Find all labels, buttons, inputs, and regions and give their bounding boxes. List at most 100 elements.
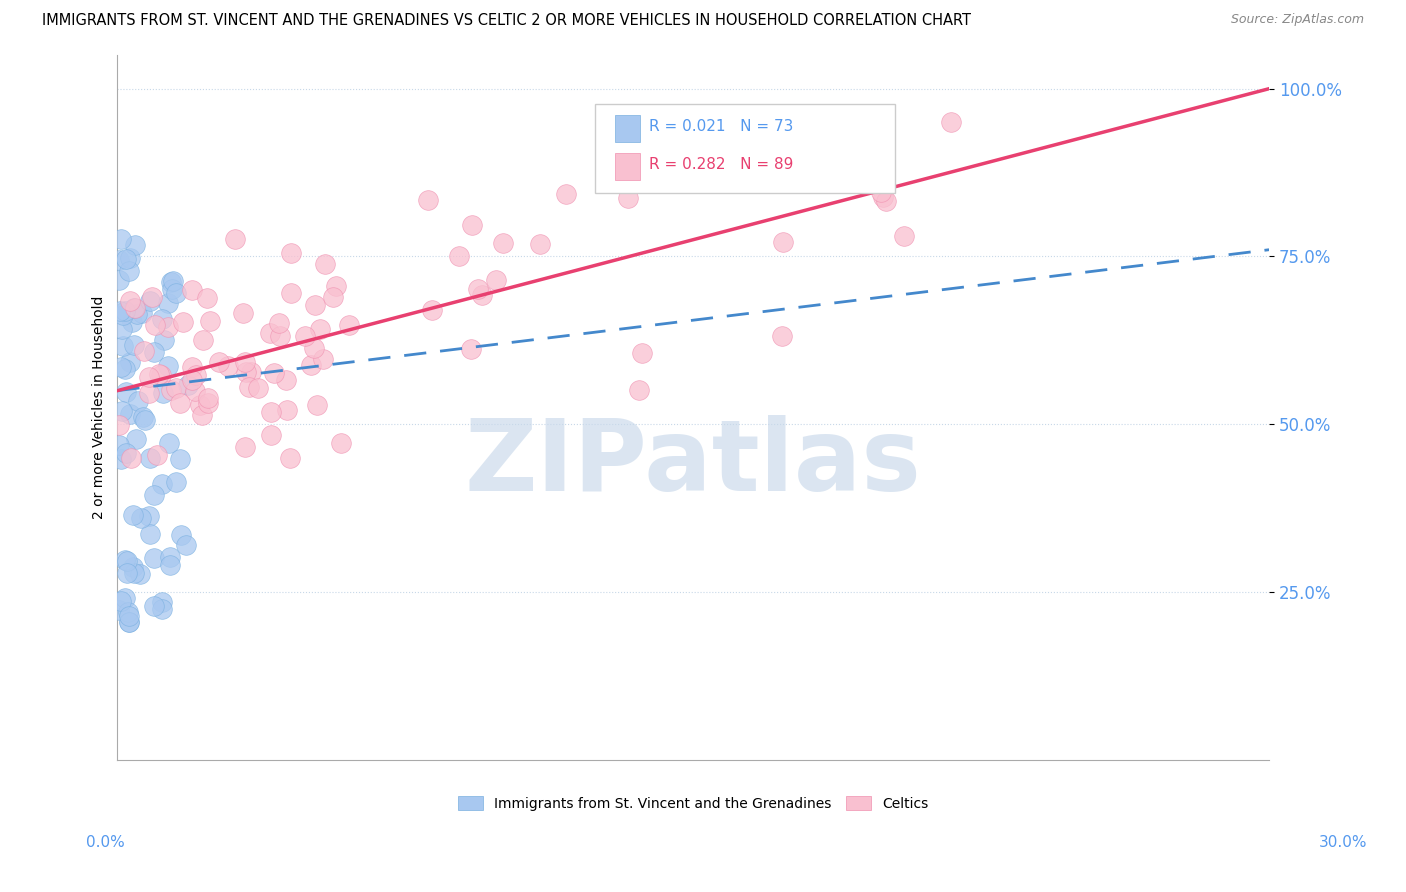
- Point: [110, 451, 132, 466]
- Point: [339, 318, 361, 332]
- Point: [247, 381, 270, 395]
- Point: [197, 392, 219, 406]
- Point: [111, 308, 134, 322]
- Text: ZIPatlas: ZIPatlas: [465, 416, 922, 512]
- Text: 30.0%: 30.0%: [1319, 836, 1367, 850]
- Point: [111, 339, 134, 353]
- Bar: [614, 115, 640, 142]
- Point: [118, 615, 141, 629]
- Point: [138, 385, 160, 400]
- Point: [870, 185, 893, 199]
- Point: [416, 194, 439, 208]
- Point: [122, 566, 145, 580]
- Point: [108, 252, 131, 267]
- Point: [134, 413, 156, 427]
- Point: [114, 361, 136, 376]
- Point: [941, 115, 963, 129]
- Point: [111, 322, 134, 336]
- Point: [118, 355, 141, 369]
- Point: [330, 435, 353, 450]
- Point: [146, 448, 169, 462]
- Point: [108, 438, 131, 452]
- Point: [129, 510, 152, 524]
- Point: [115, 566, 138, 580]
- Point: [157, 320, 180, 334]
- Point: [304, 298, 326, 312]
- Point: [114, 303, 136, 318]
- Point: [299, 358, 322, 372]
- Point: [235, 366, 257, 380]
- Point: [617, 191, 640, 205]
- Point: [180, 373, 202, 387]
- Point: [269, 317, 291, 331]
- Point: [873, 170, 896, 185]
- Point: [193, 333, 215, 347]
- Point: [157, 436, 180, 450]
- Point: [148, 367, 170, 381]
- Point: [160, 282, 183, 296]
- Point: [159, 383, 181, 397]
- Point: [232, 306, 254, 320]
- Point: [122, 560, 145, 574]
- Point: [529, 237, 551, 252]
- Point: [628, 384, 651, 398]
- Point: [658, 169, 681, 183]
- Legend: Immigrants from St. Vincent and the Grenadines, Celtics: Immigrants from St. Vincent and the Gren…: [453, 790, 934, 816]
- Point: [153, 333, 176, 347]
- Point: [555, 187, 578, 202]
- Point: [114, 446, 136, 460]
- Point: [114, 591, 136, 606]
- Point: [124, 301, 146, 316]
- Point: [162, 274, 184, 288]
- Point: [188, 398, 211, 412]
- Point: [872, 190, 894, 204]
- Point: [217, 359, 239, 374]
- Point: [631, 346, 654, 360]
- Point: [160, 275, 183, 289]
- Point: [420, 302, 443, 317]
- Point: [138, 450, 160, 465]
- Point: [172, 315, 194, 329]
- Point: [110, 359, 132, 374]
- Point: [224, 232, 246, 246]
- Point: [141, 290, 163, 304]
- Point: [233, 354, 256, 368]
- Point: [170, 528, 193, 542]
- Point: [108, 273, 131, 287]
- FancyBboxPatch shape: [595, 104, 894, 193]
- Point: [177, 378, 200, 392]
- Point: [165, 286, 187, 301]
- Point: [191, 408, 214, 422]
- Point: [176, 538, 198, 552]
- Point: [118, 407, 141, 421]
- Point: [198, 314, 221, 328]
- Point: [197, 396, 219, 410]
- Point: [108, 417, 131, 432]
- Point: [150, 477, 173, 491]
- Point: [208, 354, 231, 368]
- Text: 0.0%: 0.0%: [86, 836, 125, 850]
- Text: R = 0.282   N = 89: R = 0.282 N = 89: [650, 157, 794, 172]
- Point: [115, 384, 138, 399]
- Point: [120, 450, 142, 465]
- Point: [149, 368, 172, 383]
- Point: [165, 381, 187, 395]
- Point: [159, 558, 181, 572]
- Point: [893, 229, 915, 244]
- Point: [772, 235, 794, 249]
- Point: [143, 345, 166, 359]
- Point: [294, 328, 316, 343]
- Point: [184, 384, 207, 398]
- Bar: [614, 153, 640, 180]
- Text: IMMIGRANTS FROM ST. VINCENT AND THE GRENADINES VS CELTIC 2 OR MORE VEHICLES IN H: IMMIGRANTS FROM ST. VINCENT AND THE GREN…: [42, 13, 972, 29]
- Point: [115, 252, 138, 266]
- Point: [117, 605, 139, 619]
- Point: [143, 550, 166, 565]
- Point: [485, 273, 508, 287]
- Point: [118, 615, 141, 629]
- Point: [118, 264, 141, 278]
- Point: [233, 440, 256, 454]
- Point: [181, 360, 204, 375]
- Point: [875, 194, 897, 208]
- Point: [108, 602, 131, 616]
